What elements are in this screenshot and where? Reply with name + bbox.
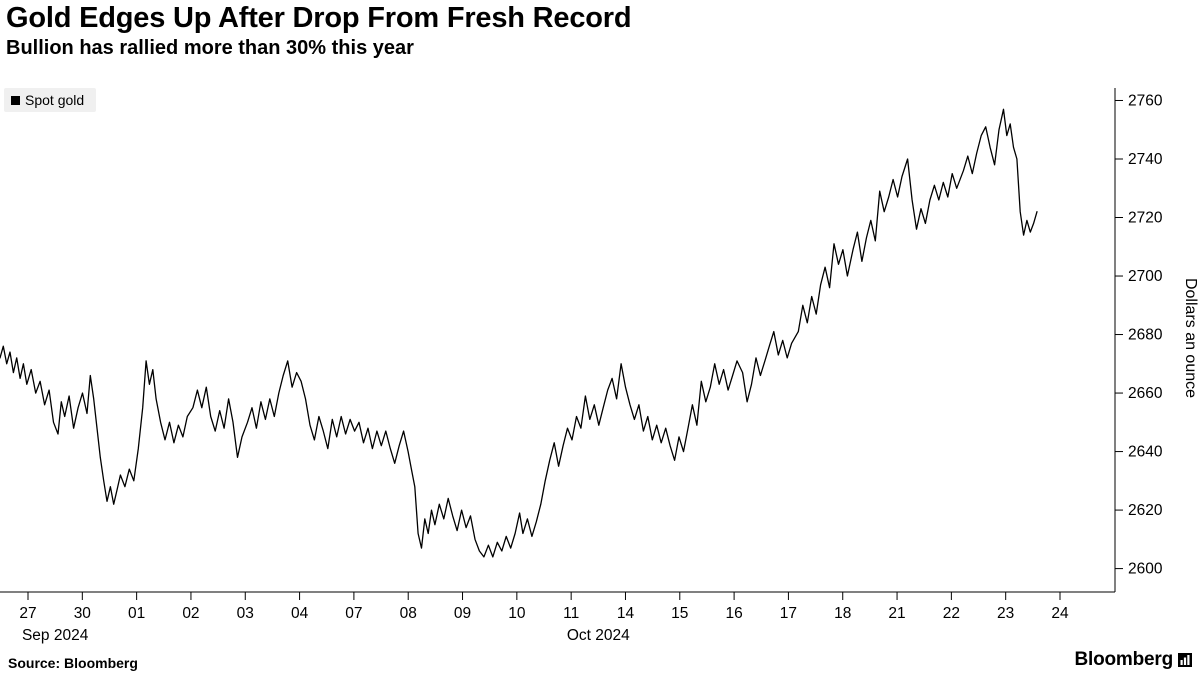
x-tick-label: 15 — [671, 605, 688, 622]
y-tick-label: 2640 — [1128, 444, 1163, 461]
month-label: Oct 2024 — [567, 627, 630, 644]
y-tick-label: 2720 — [1128, 210, 1163, 227]
x-tick-label: 02 — [182, 605, 199, 622]
price-line — [0, 108, 1038, 558]
chart-legend: Spot gold — [4, 88, 97, 112]
x-tick-label: 09 — [454, 605, 471, 622]
x-tick-label: 27 — [19, 605, 36, 622]
x-tick-label: 22 — [943, 605, 960, 622]
y-tick-label: 2760 — [1128, 92, 1163, 109]
y-tick-label: 2620 — [1128, 502, 1163, 519]
legend-label: Spot gold — [25, 92, 85, 108]
x-tick-label: 30 — [74, 605, 92, 622]
y-tick-label: 2680 — [1128, 327, 1163, 344]
x-tick-label: 18 — [834, 605, 851, 622]
x-tick-label: 07 — [345, 605, 362, 622]
y-tick-label: 2740 — [1128, 151, 1163, 168]
y-tick-label: 2700 — [1128, 268, 1163, 285]
chart-header: Gold Edges Up After Drop From Fresh Reco… — [6, 2, 1194, 60]
bloomberg-logo: Bloomberg — [1075, 649, 1192, 671]
x-tick-label: 11 — [563, 605, 579, 622]
axes — [0, 88, 1116, 593]
y-tick-label: 2660 — [1128, 385, 1163, 402]
source-credit: Source: Bloomberg — [8, 655, 138, 671]
x-tick-label: 14 — [617, 605, 635, 622]
series-marker-icon — [11, 95, 20, 105]
chart-footer: Source: Bloomberg Bloomberg — [8, 649, 1192, 671]
x-tick-label: 04 — [291, 605, 309, 622]
x-tick-label: 21 — [888, 605, 905, 622]
page-subtitle: Bullion has rallied more than 30% this y… — [6, 37, 414, 60]
x-tick-label: 08 — [400, 605, 417, 622]
month-label: Sep 2024 — [22, 627, 89, 644]
bloomberg-chart-icon — [1178, 653, 1192, 667]
x-tick-label: 03 — [237, 605, 254, 622]
x-tick-label: 17 — [780, 605, 797, 622]
gold-price-chart: 2600 2620 2640 2660 2680 2700 2720 2740 2760 27 30… — [0, 88, 1199, 644]
chart-area: 2600 2620 2640 2660 2680 2700 2720 2740 2760 27 30… — [0, 80, 1200, 655]
page-title: Gold Edges Up After Drop From Fresh Reco… — [6, 2, 632, 34]
y-axis-title: Dollars an ounce — [1182, 278, 1199, 398]
bloomberg-wordmark: Bloomberg — [1074, 649, 1174, 670]
y-tick-label: 2600 — [1128, 561, 1163, 578]
x-tick-label: 01 — [128, 605, 145, 622]
x-tick-label: 16 — [725, 605, 742, 622]
x-tick-label: 10 — [508, 605, 526, 622]
x-tick-label: 23 — [997, 605, 1014, 622]
x-tick-label: 24 — [1051, 605, 1069, 622]
